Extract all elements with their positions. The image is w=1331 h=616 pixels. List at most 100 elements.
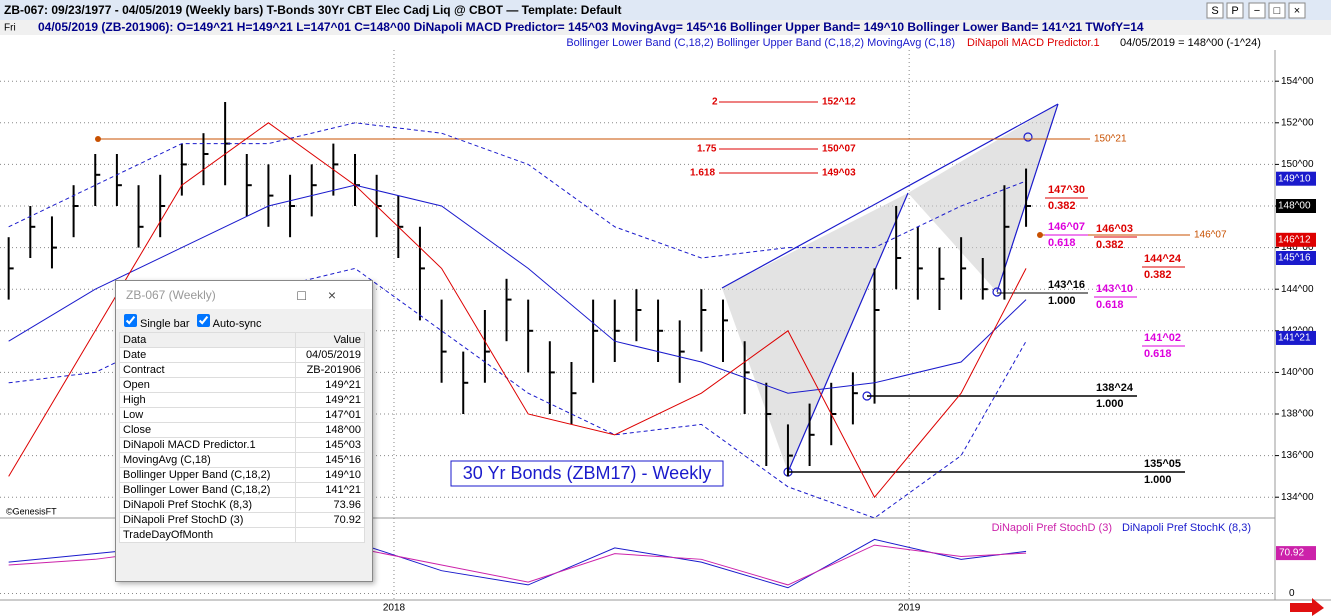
table-cell: MovingAvg (C,18) — [119, 452, 296, 468]
y-tick-label: 138^00 — [1281, 409, 1314, 420]
fib-ratio: 1.618 — [690, 168, 715, 179]
retr-ratio: 0.382 — [1144, 269, 1172, 281]
retr-ratio: 1.000 — [1096, 398, 1124, 410]
table-cell: 149^21 — [295, 392, 365, 408]
info-day: Fri — [4, 23, 16, 34]
table-cell: TradeDayOfMonth — [119, 527, 296, 543]
indicator-line — [8, 122, 1027, 259]
pattern-triangle — [722, 193, 908, 472]
price-box — [1276, 251, 1316, 265]
window-title: ZB-067: 09/23/1977 - 04/05/2019 (Weekly … — [4, 3, 621, 17]
button-label: □ — [1274, 5, 1281, 17]
price-box-label: 148^00 — [1278, 201, 1311, 212]
table-cell: 148^00 — [295, 422, 365, 438]
copyright: ©GenesisFT — [6, 506, 57, 516]
data-table: Data Value Date 04/05/2019 Contract ZB-201906… — [119, 332, 365, 543]
options: Single bar Auto-sync — [116, 309, 372, 332]
fib-ratio: 2 — [712, 97, 718, 108]
button-label: − — [1254, 5, 1260, 17]
retr-ratio: 1.000 — [1048, 295, 1076, 307]
legend-blue: Bollinger Lower Band (C,18,2) Bollinger … — [566, 37, 955, 49]
data-window-title: ZB-067 (Weekly) — [126, 288, 216, 302]
table-row: DiNapoli MACD Predictor.1 145^03 — [119, 437, 365, 453]
price-box-label: 141^21 — [1278, 333, 1311, 344]
pattern-lines — [721, 103, 1059, 477]
table-cell: Value — [295, 332, 365, 348]
retr-ratio: 0.382 — [1096, 239, 1124, 251]
table-cell: 141^21 — [295, 482, 365, 498]
table-cell: 149^10 — [295, 467, 365, 483]
stoch-legend-k: DiNapoli Pref StochK (8,3) — [1122, 522, 1251, 534]
table-cell: DiNapoli Pref StochD (3) — [119, 512, 296, 528]
data-window[interactable]: ZB-067 (Weekly) □× Single bar Auto-sync D… — [115, 280, 373, 582]
checkbox[interactable]: Single bar — [120, 314, 190, 330]
data-window-buttons[interactable]: □× — [297, 287, 358, 303]
checkbox-input[interactable] — [196, 314, 210, 327]
price-box — [1276, 330, 1316, 345]
button[interactable] — [1206, 2, 1224, 19]
button[interactable] — [1268, 2, 1286, 19]
y-tick-label: 154^00 — [1281, 76, 1314, 87]
checkbox-input[interactable] — [124, 314, 137, 327]
button[interactable] — [1288, 2, 1306, 19]
legend-last: 04/05/2019 = 148^00 (-1^24) — [1120, 37, 1261, 49]
table-row: DiNapoli Pref StochD (3) 70.92 — [119, 512, 365, 528]
retr-price: 147^30 — [1048, 184, 1085, 196]
table-cell: Date — [119, 347, 296, 363]
y-tick-label: 146^00 — [1281, 242, 1314, 253]
table-cell: Bollinger Lower Band (C,18,2) — [119, 482, 296, 498]
retr-price: 138^24 — [1096, 382, 1134, 394]
level-label: 146^07 — [1194, 230, 1227, 241]
stoch-box-label: 70.92 — [1279, 548, 1304, 559]
x-tick-label: 2018 — [383, 603, 406, 614]
table-row: MovingAvg (C,18) 145^16 — [119, 452, 365, 468]
table-cell: 04/05/2019 — [295, 347, 365, 363]
checkbox-label: Auto-sync — [212, 318, 262, 330]
table-cell: Bollinger Upper Band (C,18,2) — [119, 467, 296, 483]
price-box — [1276, 199, 1316, 213]
price-box-label: 149^10 — [1278, 173, 1311, 184]
price-box-label: 145^16 — [1278, 253, 1311, 264]
table-row: Contract ZB-201906 — [119, 362, 365, 378]
stoch-box — [1276, 546, 1316, 561]
table-cell — [295, 527, 365, 543]
legend-red: DiNapoli MACD Predictor.1 — [967, 37, 1100, 49]
level-label: 150^21 — [1094, 134, 1127, 145]
y-tick-label: 140^00 — [1281, 367, 1314, 378]
button-label: S — [1211, 5, 1218, 17]
scroll-arrow[interactable] — [1290, 598, 1324, 616]
table-row: Data Value — [119, 332, 365, 348]
y-tick-label: 142^00 — [1281, 325, 1314, 336]
checkbox[interactable]: Auto-sync — [193, 314, 262, 330]
button[interactable] — [1248, 2, 1266, 19]
checkbox-label: Single bar — [140, 318, 190, 330]
fib-price: 150^07 — [822, 144, 856, 155]
info-text: 04/05/2019 (ZB-201906): O=149^21 H=149^2… — [38, 20, 1144, 34]
data-window-titlebar: ZB-067 (Weekly) □× — [116, 281, 372, 309]
retr-ratio: 0.382 — [1048, 200, 1076, 212]
title-bar — [0, 0, 1331, 20]
table-row: Close 148^00 — [119, 422, 365, 438]
table-cell: Low — [119, 407, 296, 423]
y-tick-label: 144^00 — [1281, 284, 1314, 295]
retr-price: 144^24 — [1144, 253, 1182, 265]
table-cell: 73.96 — [295, 497, 365, 513]
price-box-label: 146^12 — [1278, 234, 1311, 245]
retr-price: 143^10 — [1096, 283, 1133, 295]
fib-price: 149^03 — [822, 168, 856, 179]
stoch-tick-label: 0 — [1289, 588, 1295, 599]
y-tick-label: 134^00 — [1281, 492, 1314, 503]
chart-title-box — [450, 460, 724, 487]
fib-annotations: 2 152^12 1.75 150^07 1.618 149^03 150^21 14… — [95, 97, 1227, 241]
table-row: DiNapoli Pref StochK (8,3) 73.96 — [119, 497, 365, 513]
info-bar — [0, 20, 1331, 35]
table-cell: 149^21 — [295, 377, 365, 393]
price-box — [1276, 171, 1316, 186]
retr-ratio: 0.618 — [1144, 348, 1172, 360]
retr-price: 146^07 — [1048, 221, 1085, 233]
retracements: 147^30 0.382 146^07 0.618 146^03 0.382 144^… — [788, 184, 1185, 486]
button[interactable] — [1226, 2, 1244, 19]
retr-price: 141^02 — [1144, 332, 1181, 344]
stoch-legend-d: DiNapoli Pref StochD (3) — [992, 522, 1112, 534]
table-row: Open 149^21 — [119, 377, 365, 393]
